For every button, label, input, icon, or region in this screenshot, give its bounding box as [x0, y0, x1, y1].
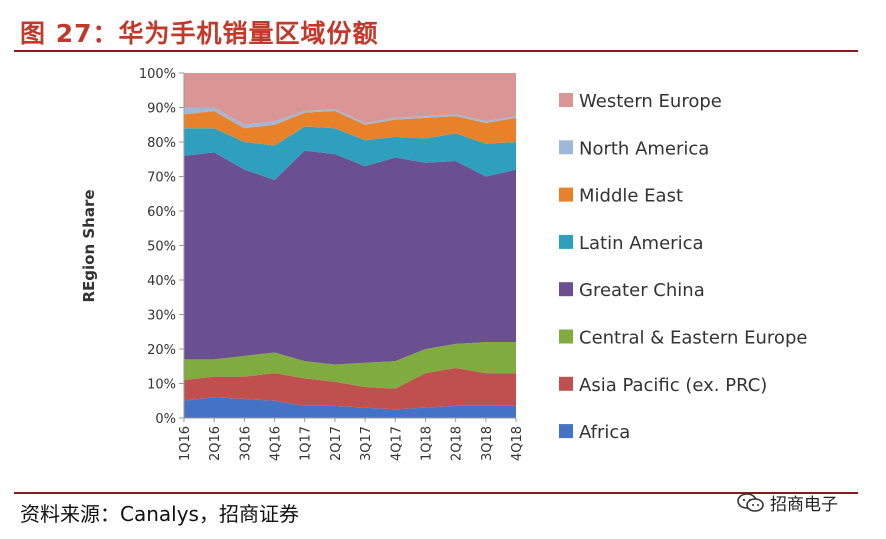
y-tick-label: 20% [147, 343, 176, 358]
legend-label-north-america: North America [579, 138, 709, 159]
y-tick-label: 70% [147, 171, 176, 186]
legend-label-latin-america: Latin America [579, 233, 704, 254]
title-rule [14, 50, 858, 52]
chart: 0% 10% 20% 30% 40% 50% 60% 70% 80% 90% 100% 1Q16 2Q… [80, 67, 807, 461]
watermark: 招商电子 [736, 490, 838, 515]
legend-swatch-africa [559, 424, 573, 439]
legend-swatch-north-america [559, 140, 573, 155]
x-tick-label: 1Q16 [178, 426, 193, 461]
x-tick-label: 3Q18 [480, 426, 495, 461]
x-tick-label: 1Q18 [419, 426, 434, 461]
x-tick-label: 2Q16 [208, 426, 223, 461]
y-tick-label: 60% [147, 205, 176, 220]
x-tick-label: 3Q17 [359, 426, 374, 461]
bottom-rule [14, 492, 858, 494]
source-note: 资料来源：Canalys，招商证券 [20, 502, 299, 526]
x-axis: 1Q16 2Q16 3Q16 4Q16 1Q17 2Q17 3Q17 4Q17 1Q18 2Q18… [178, 417, 525, 461]
legend-label-middle-east: Middle East [579, 186, 683, 207]
y-tick-label: 80% [147, 136, 176, 151]
area-africa [184, 397, 516, 418]
watermark-text: 招商电子 [770, 495, 838, 515]
legend-label-africa: Africa [579, 422, 630, 443]
figure-title: 图 27：华为手机销量区域份额 [20, 19, 379, 48]
area-asia-pacific-ex-prc [184, 367, 516, 410]
legend: Western Europe North America Middle East La… [559, 91, 807, 443]
area-central-eastern-europe [184, 342, 516, 389]
plot-areas [184, 73, 516, 418]
x-tick-label: 4Q16 [269, 426, 284, 461]
legend-label-central-eastern-europe: Central & Eastern Europe [579, 328, 807, 349]
legend-label-asia-pacific-ex-prc: Asia Pacific (ex. PRC) [579, 375, 767, 396]
x-tick-label: 1Q17 [299, 426, 314, 461]
y-axis-label: REgion Share [80, 189, 98, 302]
legend-label-western-europe: Western Europe [579, 91, 722, 112]
y-axis: 0% 10% 20% 30% 40% 50% 60% 70% 80% 90% 100% [139, 67, 185, 427]
legend-swatch-latin-america [559, 234, 573, 249]
legend-swatch-middle-east [559, 187, 573, 202]
x-tick-label: 4Q18 [510, 426, 525, 461]
legend-swatch-greater-china [559, 282, 573, 297]
area-north-america [184, 107, 516, 129]
area-greater-china [184, 150, 516, 365]
x-tick-label: 2Q17 [329, 426, 344, 461]
legend-label-greater-china: Greater China [579, 280, 705, 301]
legend-swatch-central-eastern-europe [559, 329, 573, 344]
y-tick-label: 100% [139, 67, 176, 82]
area-middle-east [184, 110, 516, 146]
y-tick-label: 40% [147, 274, 176, 289]
legend-swatch-asia-pacific-ex-prc [559, 376, 573, 391]
area-western-europe [184, 73, 516, 125]
x-tick-label: 3Q16 [238, 426, 253, 461]
y-tick-label: 10% [147, 378, 176, 393]
y-tick-label: 50% [147, 240, 176, 255]
y-tick-label: 90% [147, 102, 176, 117]
wechat-icon [737, 492, 764, 512]
y-tick-label: 0% [155, 412, 176, 427]
x-tick-label: 2Q18 [450, 426, 465, 461]
y-tick-label: 30% [147, 309, 176, 324]
legend-swatch-western-europe [559, 93, 573, 107]
x-tick-label: 4Q17 [389, 426, 404, 461]
area-latin-america [184, 126, 516, 180]
